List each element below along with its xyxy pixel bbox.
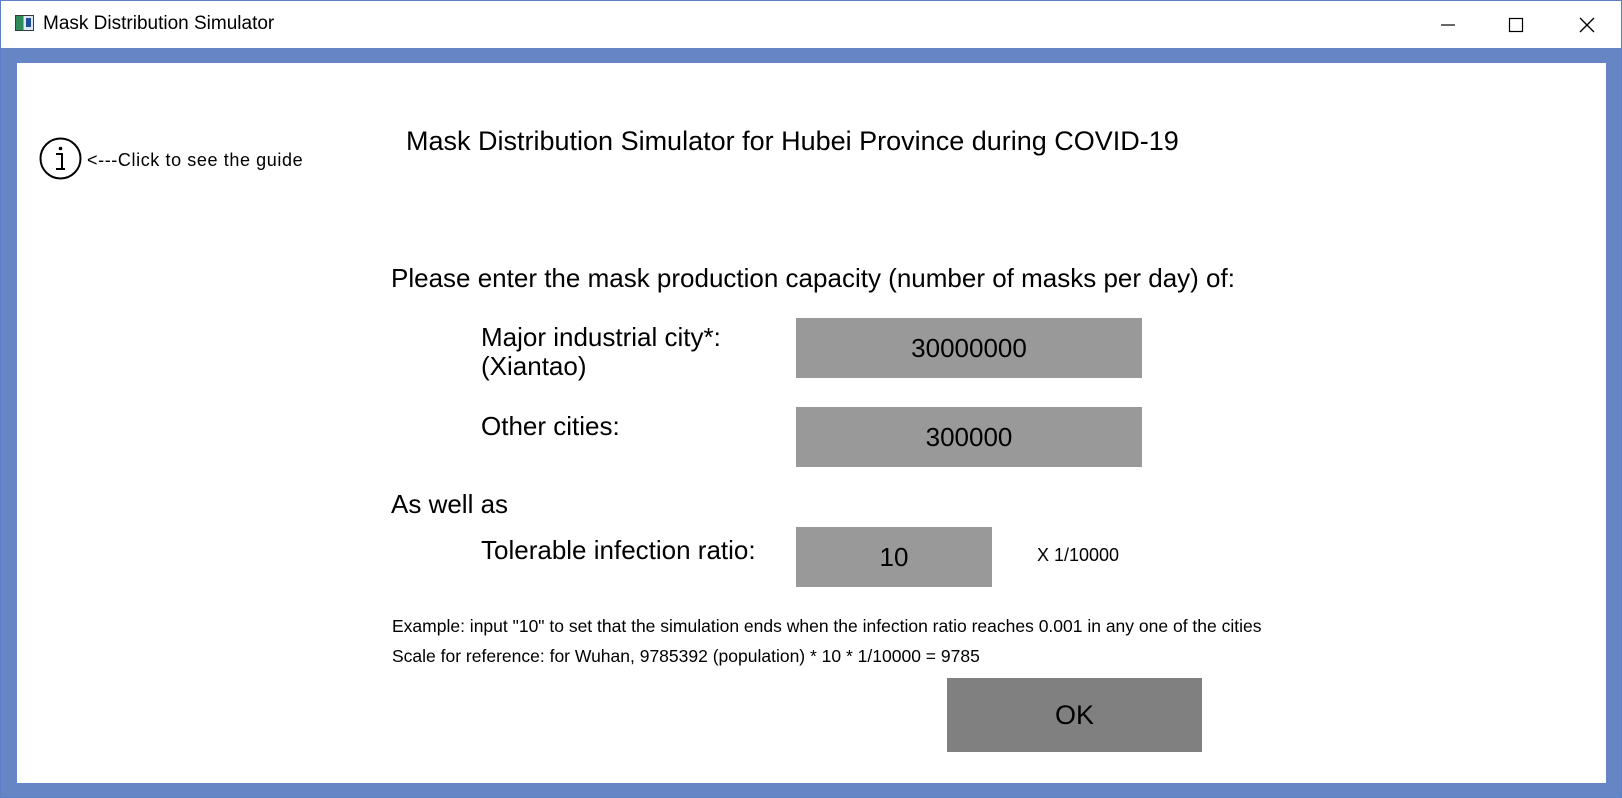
as-well-as-label: As well as [391, 489, 509, 519]
window-title: Mask Distribution Simulator [43, 13, 275, 34]
info-icon[interactable] [39, 137, 82, 180]
maximize-button[interactable] [1482, 1, 1550, 48]
minimize-icon [1441, 23, 1455, 26]
tolerable-ratio-input[interactable] [796, 527, 992, 587]
ratio-unit-label: X 1/10000 [1037, 545, 1120, 565]
tolerable-ratio-label: Tolerable infection ratio: [481, 535, 756, 565]
major-city-label-line1: Major industrial city*: [481, 322, 721, 352]
title-bar[interactable]: Mask Distribution Simulator [1, 1, 1621, 48]
example-note: Example: input "10" to set that the simu… [392, 616, 1262, 636]
major-city-label: Major industrial city*: (Xiantao) [481, 323, 721, 381]
close-icon [1579, 17, 1595, 32]
major-city-capacity-input[interactable] [796, 318, 1142, 378]
major-city-label-line2: (Xiantao) [481, 351, 587, 381]
capacity-prompt: Please enter the mask production capacit… [391, 263, 1235, 293]
close-button[interactable] [1553, 1, 1621, 48]
other-cities-capacity-input[interactable] [796, 407, 1142, 467]
ok-button[interactable]: OK [947, 678, 1202, 752]
app-icon [15, 15, 34, 31]
guide-link-text[interactable]: <---Click to see the guide [87, 150, 304, 170]
minimize-button[interactable] [1414, 1, 1482, 48]
scale-note: Scale for reference: for Wuhan, 9785392 … [392, 646, 980, 666]
maximize-icon [1508, 17, 1524, 32]
page-title: Mask Distribution Simulator for Hubei Pr… [406, 126, 1179, 156]
other-cities-label: Other cities: [481, 411, 620, 441]
